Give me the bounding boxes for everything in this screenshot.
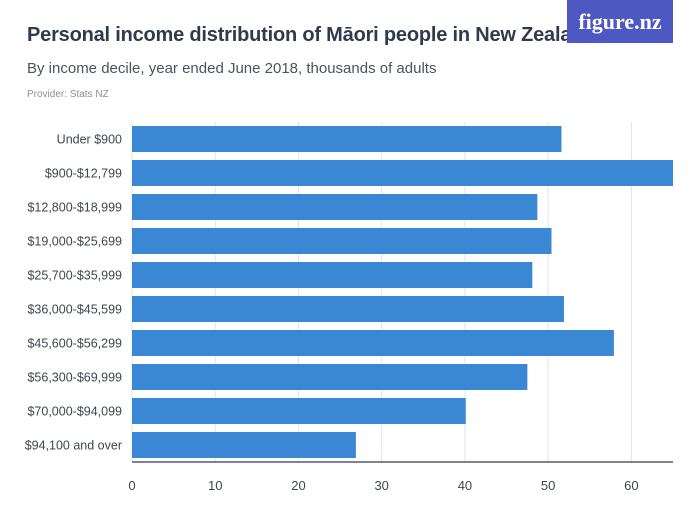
x-tick-label: 40	[458, 478, 472, 493]
bars	[132, 126, 673, 458]
x-tick-label: 50	[541, 478, 555, 493]
category-labels: Under $900 $900-$12,799 $12,800-$18,999 $19…	[25, 133, 122, 453]
bar[interactable]	[132, 228, 552, 254]
figure-nz-logo[interactable]: figure.nz	[567, 0, 673, 43]
bar[interactable]	[132, 364, 528, 390]
provider-credit: Provider: Stats NZ	[27, 89, 109, 100]
bar[interactable]	[132, 330, 614, 356]
bar[interactable]	[132, 296, 564, 322]
category-label: $36,000-$45,599	[27, 303, 122, 317]
x-tick-label: 0	[128, 478, 135, 493]
bar[interactable]	[132, 398, 466, 424]
bar[interactable]	[132, 126, 562, 152]
x-tick-label: 20	[291, 478, 305, 493]
x-tick-label: 30	[374, 478, 388, 493]
x-tick-labels: 0 10 20 30 40 50 60	[128, 478, 638, 493]
category-label: $94,100 and over	[25, 439, 122, 453]
category-label: Under $900	[57, 133, 122, 147]
x-tick-label: 10	[208, 478, 222, 493]
category-label: $12,800-$18,999	[27, 201, 122, 215]
x-tick-label: 60	[624, 478, 638, 493]
category-label: $900-$12,799	[45, 167, 122, 181]
bar[interactable]	[132, 194, 538, 220]
bar[interactable]	[132, 262, 533, 288]
category-label: $70,000-$94,099	[27, 405, 122, 419]
category-label: $56,300-$69,999	[27, 371, 122, 385]
chart-title: Personal income distribution of Māori pe…	[27, 24, 596, 46]
bar[interactable]	[132, 432, 356, 458]
bar[interactable]	[132, 160, 673, 186]
chart-subtitle: By income decile, year ended June 2018, …	[27, 60, 437, 77]
category-label: $25,700-$35,999	[27, 269, 122, 283]
category-label: $45,600-$56,299	[27, 337, 122, 351]
category-label: $19,000-$25,699	[27, 235, 122, 249]
